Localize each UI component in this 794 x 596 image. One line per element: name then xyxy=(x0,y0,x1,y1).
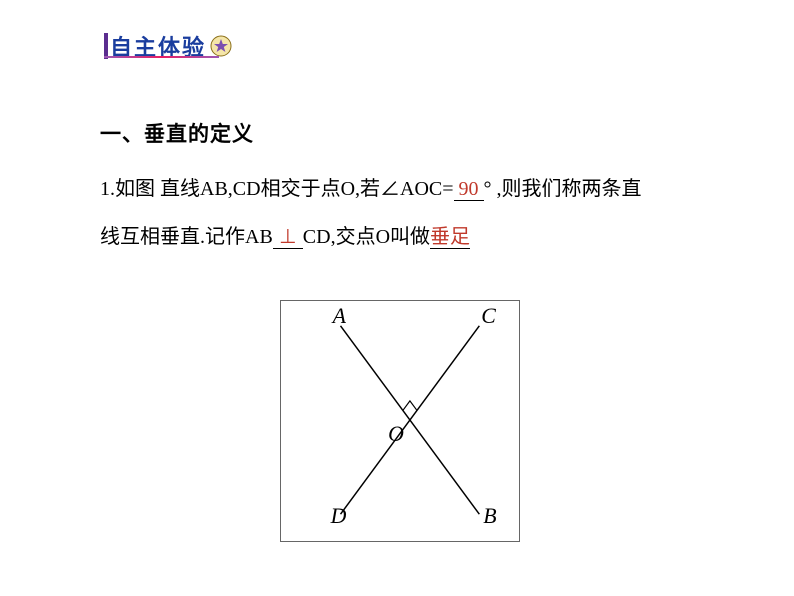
paragraph-prefix: 1.如图 直线AB,CD相交于点O,若∠AOC= xyxy=(100,178,454,200)
degree-symbol: ° xyxy=(484,178,492,200)
label-d: D xyxy=(330,504,347,528)
blank-foot: 垂足 xyxy=(430,227,470,249)
blank-perpendicular-text: ⊥ xyxy=(279,226,296,248)
blank-angle-value-text: 90 xyxy=(459,178,479,200)
header-underline xyxy=(104,56,219,58)
paragraph-mid1: ,则我们称两条直 xyxy=(492,178,642,200)
label-c: C xyxy=(481,304,496,328)
paragraph-line2-start: 线互相垂直.记作AB xyxy=(100,226,273,248)
star-circle-icon xyxy=(210,35,232,57)
blank-perpendicular: ⊥ xyxy=(273,227,303,249)
perpendicular-diagram: A C O D B xyxy=(280,300,520,542)
section-title: 一、垂直的定义 xyxy=(100,118,254,148)
label-b: B xyxy=(483,504,496,528)
right-angle-marker xyxy=(403,401,417,411)
label-o: O xyxy=(388,422,404,446)
paragraph-mid2: CD,交点O叫做 xyxy=(303,226,430,248)
label-a: A xyxy=(331,304,347,328)
blank-angle-value: 90 xyxy=(454,179,484,201)
definition-paragraph: 1.如图 直线AB,CD相交于点O,若∠AOC=90° ,则我们称两条直 线互相… xyxy=(100,165,710,261)
blank-foot-text: 垂足 xyxy=(430,226,470,248)
